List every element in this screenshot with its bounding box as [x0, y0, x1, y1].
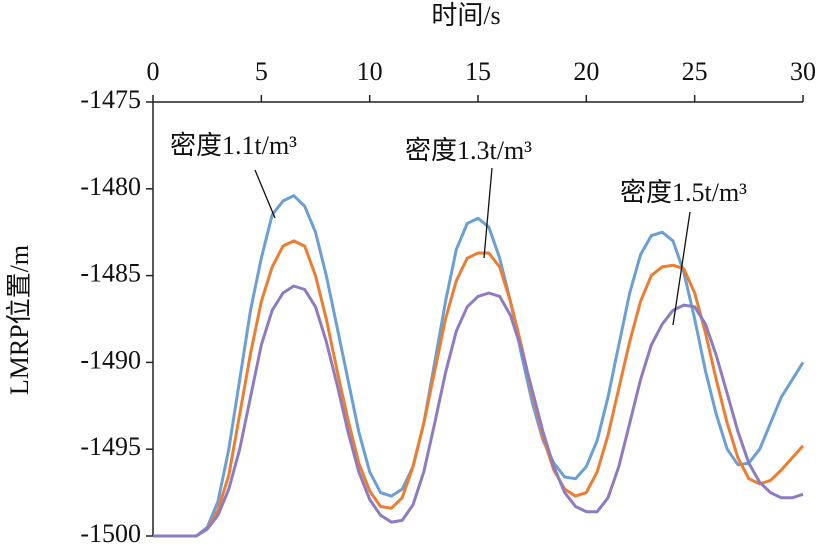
leader-line	[483, 167, 493, 259]
series-annotation: 密度1.1t/m³	[170, 131, 297, 160]
leader-line	[254, 169, 276, 219]
y-tick-label: -1500	[80, 519, 141, 548]
y-axis-label: LMRP位置/m	[5, 245, 34, 395]
x-tick-label: 15	[465, 57, 491, 86]
leader-line	[672, 211, 691, 326]
x-tick-label: 20	[573, 57, 599, 86]
data-line	[153, 194, 805, 538]
y-tick-label: -1480	[80, 172, 141, 201]
series-annotation: 密度1.5t/m³	[620, 178, 747, 207]
x-axis-label: 时间/s	[431, 1, 500, 30]
x-tick-label: 10	[357, 57, 383, 86]
y-tick-label: -1490	[80, 345, 141, 374]
y-tick-label: -1475	[80, 85, 141, 114]
x-tick-label: 5	[255, 57, 268, 86]
x-tick-label: 25	[682, 57, 708, 86]
y-tick-label: -1485	[80, 259, 141, 288]
data-line	[153, 239, 805, 538]
series-annotation: 密度1.3t/m³	[405, 136, 532, 165]
x-tick-label: 30	[790, 57, 816, 86]
x-tick-label: 0	[147, 57, 160, 86]
data-line	[153, 284, 804, 538]
y-tick-label: -1495	[80, 432, 141, 461]
